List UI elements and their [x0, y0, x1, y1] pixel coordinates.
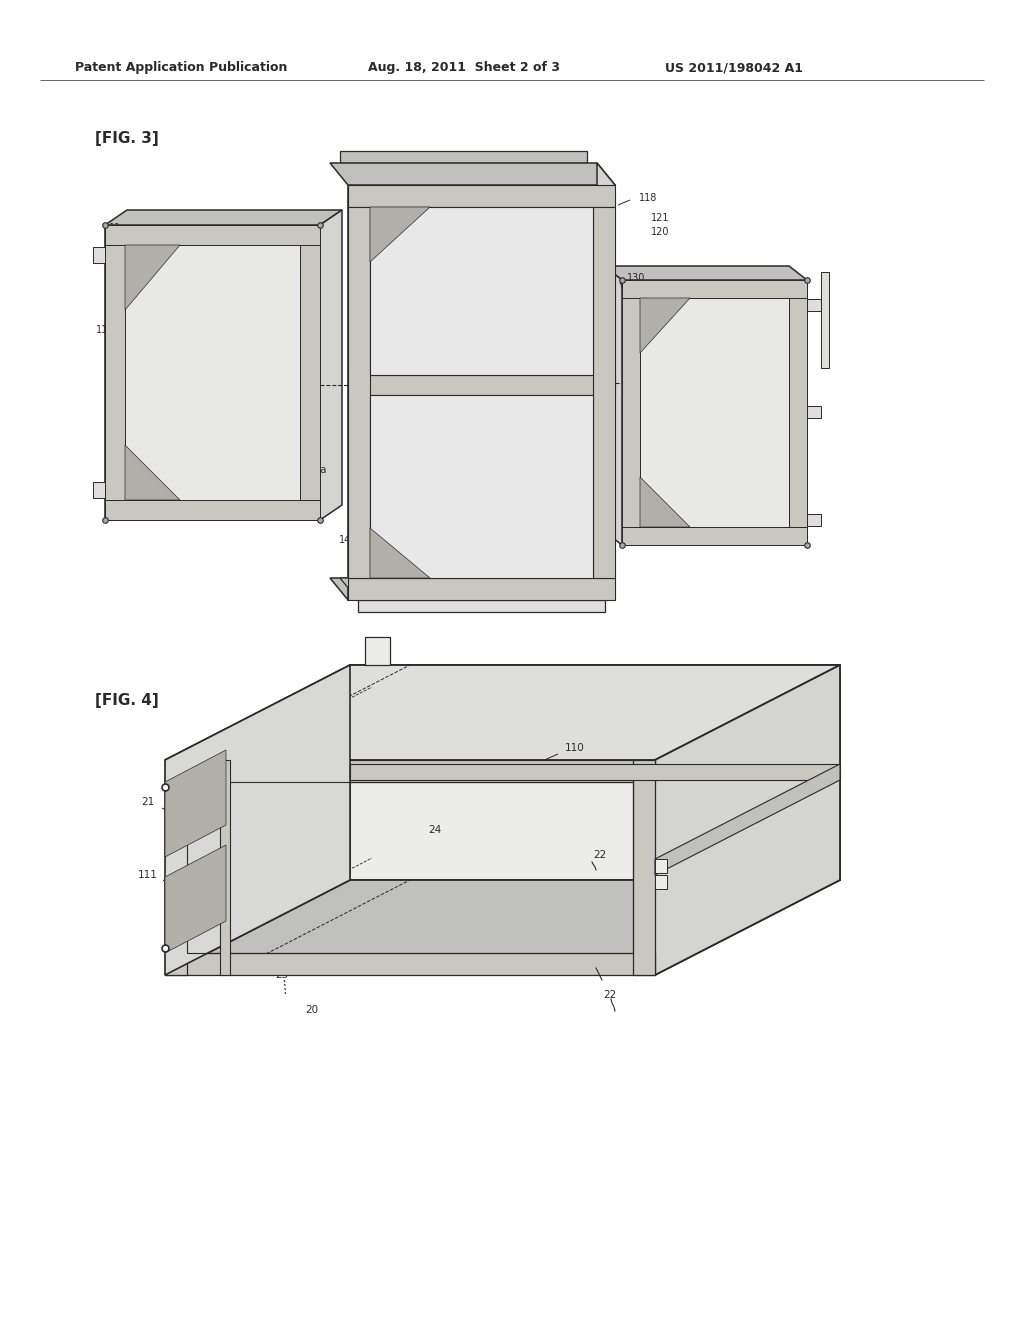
Text: 21: 21 — [141, 797, 155, 807]
Polygon shape — [105, 224, 319, 246]
Polygon shape — [640, 477, 690, 527]
Polygon shape — [330, 578, 615, 601]
Text: [FIG. 3]: [FIG. 3] — [95, 131, 159, 145]
Polygon shape — [593, 207, 615, 578]
Polygon shape — [622, 280, 807, 298]
Text: 111: 111 — [138, 870, 158, 880]
Polygon shape — [604, 267, 807, 280]
Polygon shape — [604, 267, 622, 545]
Polygon shape — [93, 247, 105, 263]
Polygon shape — [165, 760, 187, 975]
Polygon shape — [165, 760, 655, 781]
Polygon shape — [165, 665, 350, 975]
Text: c: c — [447, 444, 453, 453]
Polygon shape — [165, 953, 655, 975]
Text: 12a: 12a — [309, 465, 328, 475]
Text: 22: 22 — [593, 850, 606, 861]
Text: 24: 24 — [428, 825, 441, 836]
Polygon shape — [807, 513, 821, 525]
Text: 12b: 12b — [766, 411, 784, 420]
Polygon shape — [220, 760, 230, 975]
Text: 118: 118 — [639, 193, 657, 203]
Polygon shape — [655, 875, 667, 888]
Text: c2c: c2c — [752, 400, 768, 411]
Polygon shape — [340, 150, 587, 162]
Text: 12c: 12c — [786, 426, 804, 437]
Polygon shape — [348, 207, 370, 578]
Polygon shape — [165, 845, 226, 953]
Text: 11a: 11a — [109, 223, 127, 234]
Polygon shape — [105, 210, 342, 224]
Polygon shape — [597, 352, 615, 395]
Polygon shape — [300, 246, 319, 500]
Polygon shape — [640, 298, 690, 352]
Text: 120: 120 — [471, 168, 489, 177]
Polygon shape — [340, 578, 605, 601]
Text: 11b: 11b — [96, 325, 115, 335]
Polygon shape — [348, 578, 615, 601]
Polygon shape — [165, 750, 226, 857]
Text: 121: 121 — [650, 213, 670, 223]
Polygon shape — [370, 395, 593, 578]
Text: US 2011/198042 A1: US 2011/198042 A1 — [665, 62, 803, 74]
Polygon shape — [125, 445, 180, 500]
Text: 110: 110 — [565, 743, 585, 752]
Polygon shape — [622, 298, 640, 527]
Polygon shape — [597, 162, 615, 601]
Polygon shape — [790, 298, 807, 527]
Text: 120: 120 — [650, 227, 670, 238]
Text: 20: 20 — [305, 1005, 318, 1015]
Text: 131: 131 — [781, 323, 799, 333]
Text: 23: 23 — [593, 960, 606, 970]
Text: 130: 130 — [627, 273, 645, 282]
Polygon shape — [655, 764, 840, 875]
Text: 126: 126 — [225, 385, 245, 395]
Polygon shape — [807, 407, 821, 418]
Polygon shape — [319, 210, 342, 520]
Polygon shape — [125, 246, 300, 500]
Polygon shape — [105, 500, 319, 520]
Polygon shape — [370, 207, 593, 375]
Polygon shape — [330, 162, 615, 185]
Polygon shape — [165, 665, 840, 760]
Polygon shape — [165, 880, 840, 975]
Polygon shape — [358, 601, 605, 612]
Text: 14c: 14c — [339, 535, 356, 545]
Polygon shape — [348, 185, 615, 207]
Text: 110: 110 — [360, 585, 379, 595]
Polygon shape — [350, 665, 840, 880]
Polygon shape — [807, 300, 821, 312]
Polygon shape — [348, 375, 615, 395]
Text: 14b: 14b — [382, 561, 398, 569]
Polygon shape — [105, 246, 125, 500]
Polygon shape — [633, 760, 655, 975]
Polygon shape — [125, 246, 180, 310]
Polygon shape — [622, 527, 807, 545]
Text: 11c: 11c — [773, 305, 791, 315]
Polygon shape — [640, 298, 790, 527]
Text: 22: 22 — [603, 990, 616, 1001]
Polygon shape — [370, 207, 430, 261]
Text: Patent Application Publication: Patent Application Publication — [75, 62, 288, 74]
Polygon shape — [655, 665, 840, 975]
Text: 14b: 14b — [429, 523, 447, 533]
Text: [FIG. 4]: [FIG. 4] — [95, 693, 159, 708]
Polygon shape — [370, 528, 430, 578]
Polygon shape — [348, 185, 615, 601]
Polygon shape — [125, 246, 300, 500]
Text: Aug. 18, 2011  Sheet 2 of 3: Aug. 18, 2011 Sheet 2 of 3 — [368, 62, 560, 74]
Text: 110: 110 — [211, 243, 229, 253]
Text: 25: 25 — [275, 970, 289, 979]
Polygon shape — [655, 859, 667, 873]
Polygon shape — [93, 482, 105, 498]
Polygon shape — [105, 224, 319, 520]
Polygon shape — [365, 638, 390, 665]
Polygon shape — [350, 764, 840, 780]
Polygon shape — [821, 272, 829, 368]
Polygon shape — [622, 280, 807, 545]
